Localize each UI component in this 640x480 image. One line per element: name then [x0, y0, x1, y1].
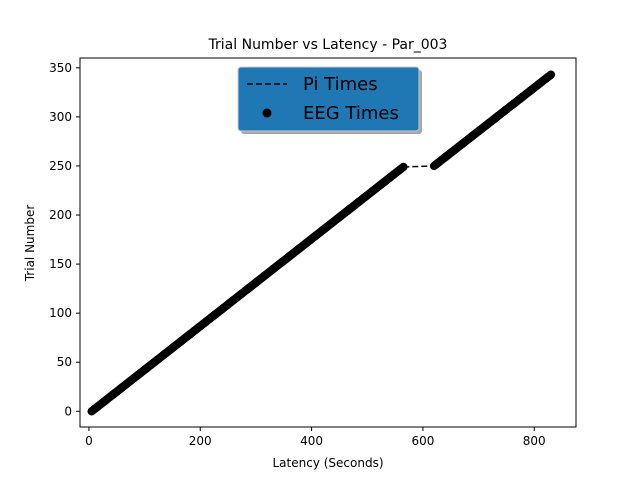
legend-label: EEG Times — [303, 103, 399, 124]
x-axis-label: Latency (Seconds) — [272, 456, 383, 470]
y-tick-label: 350 — [49, 61, 72, 75]
legend-label: Pi Times — [303, 74, 378, 95]
y-tick-label: 250 — [49, 159, 72, 173]
y-tick-label: 150 — [49, 257, 72, 271]
x-tick-label: 600 — [411, 434, 434, 448]
eeg-times-point — [546, 70, 556, 79]
eeg-times-point — [399, 162, 408, 172]
y-tick-label: 300 — [49, 110, 72, 124]
x-tick-label: 400 — [300, 434, 323, 448]
eeg-times-markers — [87, 70, 556, 416]
legend-box — [237, 66, 420, 132]
x-tick-label: 200 — [189, 434, 212, 448]
chart-title: Trial Number vs Latency - Par_003 — [208, 37, 448, 53]
legend-eeg-times-swatch — [262, 108, 272, 118]
x-tick-label: 800 — [523, 434, 546, 448]
x-tick-label: 0 — [85, 434, 93, 448]
y-tick-label: 50 — [57, 355, 72, 369]
y-tick-label: 100 — [49, 306, 72, 320]
legend: Pi Times EEG Times — [237, 66, 422, 134]
y-axis-label: Trial Number — [23, 205, 37, 283]
y-tick-label: 0 — [64, 404, 72, 418]
y-tick-label: 200 — [49, 208, 72, 222]
